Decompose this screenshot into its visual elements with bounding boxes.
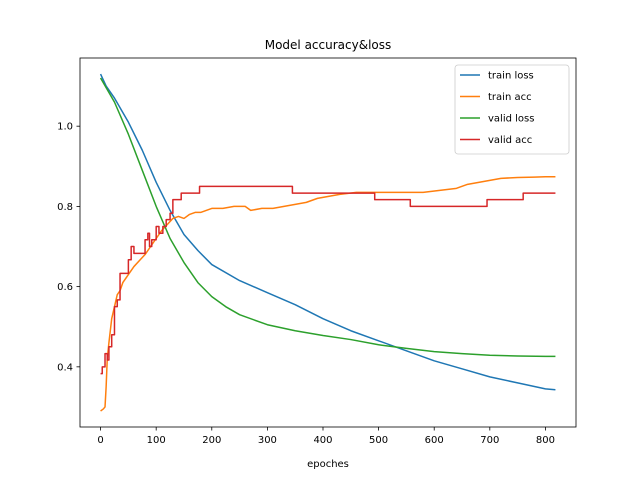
plot-frame <box>79 57 577 428</box>
y-tick-label: 1.0 <box>57 122 73 133</box>
legend-label: valid loss <box>488 114 534 125</box>
x-axis-title: epoches <box>307 459 349 470</box>
legend-label: train loss <box>488 71 534 82</box>
legend-label: train acc <box>488 92 532 103</box>
plot-lines <box>99 73 556 412</box>
legend-label: valid acc <box>488 135 532 146</box>
y-axis-ticks: 0.4 0.6 0.8 1.0 <box>57 122 80 373</box>
x-tick-label: 100 <box>147 435 166 446</box>
y-tick-label: 0.8 <box>57 202 73 213</box>
y-tick-label: 0.6 <box>57 282 73 293</box>
x-tick-label: 400 <box>313 435 332 446</box>
legend: train loss train acc valid loss valid acc <box>454 64 570 155</box>
x-axis-ticks: 0 100 200 300 400 500 600 700 800 <box>97 427 555 446</box>
chart-title: Model accuracy&loss <box>265 38 392 52</box>
x-tick-label: 300 <box>258 435 277 446</box>
y-tick-label: 0.4 <box>57 362 73 373</box>
series-line-train-loss <box>99 73 556 391</box>
x-tick-label: 600 <box>425 435 444 446</box>
x-tick-label: 700 <box>480 435 499 446</box>
x-tick-label: 800 <box>536 435 555 446</box>
series-line-valid-loss <box>99 77 556 358</box>
x-tick-label: 500 <box>369 435 388 446</box>
series-line-valid-acc <box>100 185 556 375</box>
x-tick-label: 200 <box>202 435 221 446</box>
x-tick-label: 0 <box>97 435 103 446</box>
legend-box <box>454 64 570 155</box>
